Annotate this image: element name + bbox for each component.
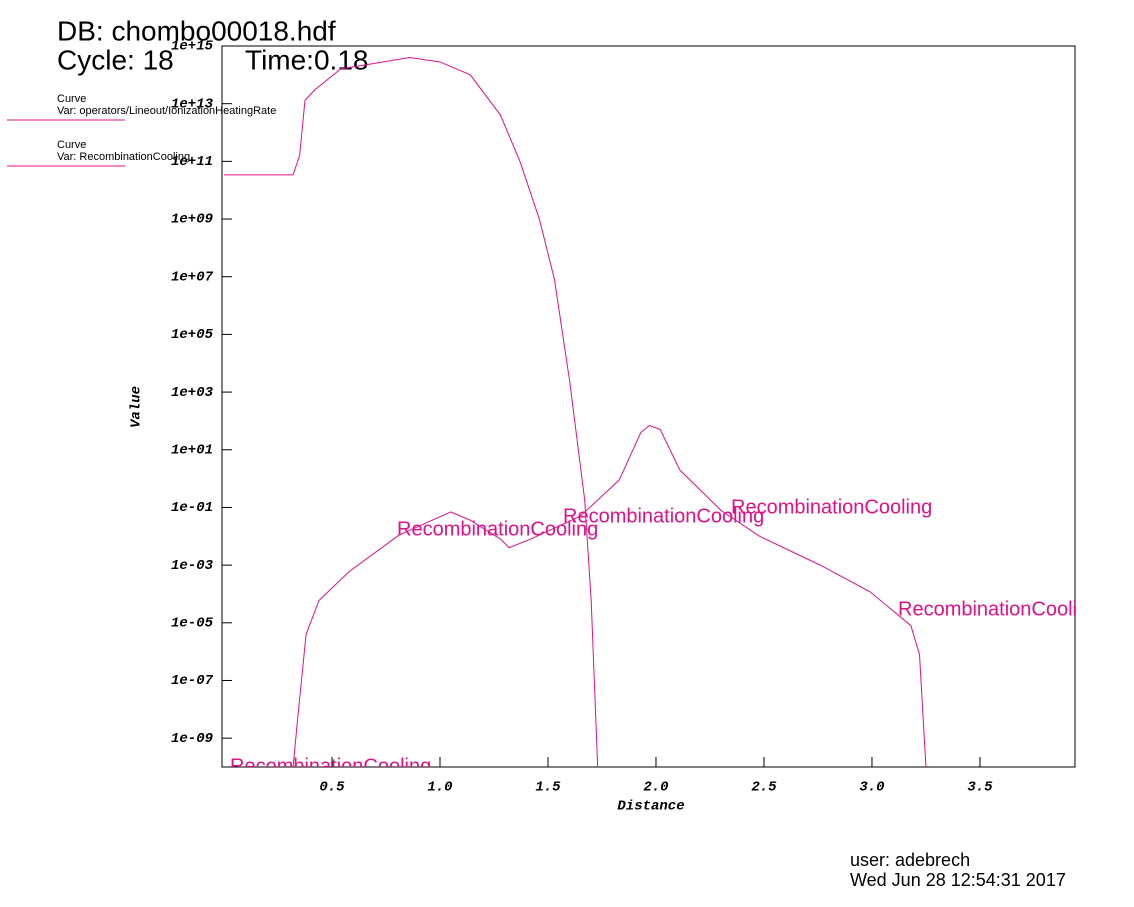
curve-label: RecombinationCooling: [563, 505, 764, 527]
x-tick-label: 1.5: [535, 780, 561, 796]
x-tick-label: 0.5: [319, 780, 345, 796]
y-tick-label: 1e+01: [171, 442, 213, 458]
y-tick-label: 1e+07: [171, 269, 214, 285]
time-label: Time:0.18: [245, 44, 368, 75]
y-tick-label: 1e+09: [171, 212, 213, 228]
x-axis-title: Distance: [617, 799, 684, 815]
db-title: DB: chombo00018.hdf: [57, 15, 336, 46]
y-tick-label: 1e-05: [171, 616, 214, 632]
legend-title: Curve: [57, 139, 86, 151]
x-tick-label: 3.5: [967, 780, 993, 796]
curve: [224, 56, 599, 767]
x-tick-label: 1.0: [427, 780, 452, 796]
legend-label: Var: operators/Lineout/IonizationHeating…: [57, 105, 276, 117]
curve-label: RecombinationCooling: [898, 598, 1099, 620]
y-tick-label: 1e+03: [171, 385, 214, 401]
date-label: Wed Jun 28 12:54:31 2017: [850, 870, 1066, 890]
curve-label: RecombinationCooling: [230, 755, 431, 777]
x-tick-label: 3.0: [859, 780, 884, 796]
user-label: user: adebrech: [850, 850, 970, 870]
y-tick-label: 1e-01: [171, 500, 213, 516]
y-tick-label: 1e+15: [171, 39, 214, 55]
y-tick-label: 1e+13: [171, 96, 214, 112]
curve: [292, 424, 927, 767]
y-tick-label: 1e+05: [171, 327, 214, 343]
y-tick-label: 1e-03: [171, 558, 214, 574]
legend-label: Var: RecombinationCooling: [57, 151, 190, 163]
x-tick-label: 2.5: [751, 780, 777, 796]
y-tick-label: 1e-07: [171, 673, 214, 689]
cycle-label: Cycle: 18: [57, 44, 174, 75]
legend-title: Curve: [57, 93, 86, 105]
y-tick-label: 1e+11: [171, 154, 213, 170]
plot-frame: [221, 45, 1076, 768]
y-axis-title: Value: [129, 386, 145, 428]
curve-label: RecombinationCooling: [731, 496, 932, 518]
curve-label: RecombinationCooling: [397, 518, 598, 540]
y-tick-label: 1e-09: [171, 731, 213, 747]
plot-area: RecombinationCoolingRecombinationCooling…: [224, 56, 1099, 777]
x-tick-label: 2.0: [643, 780, 668, 796]
